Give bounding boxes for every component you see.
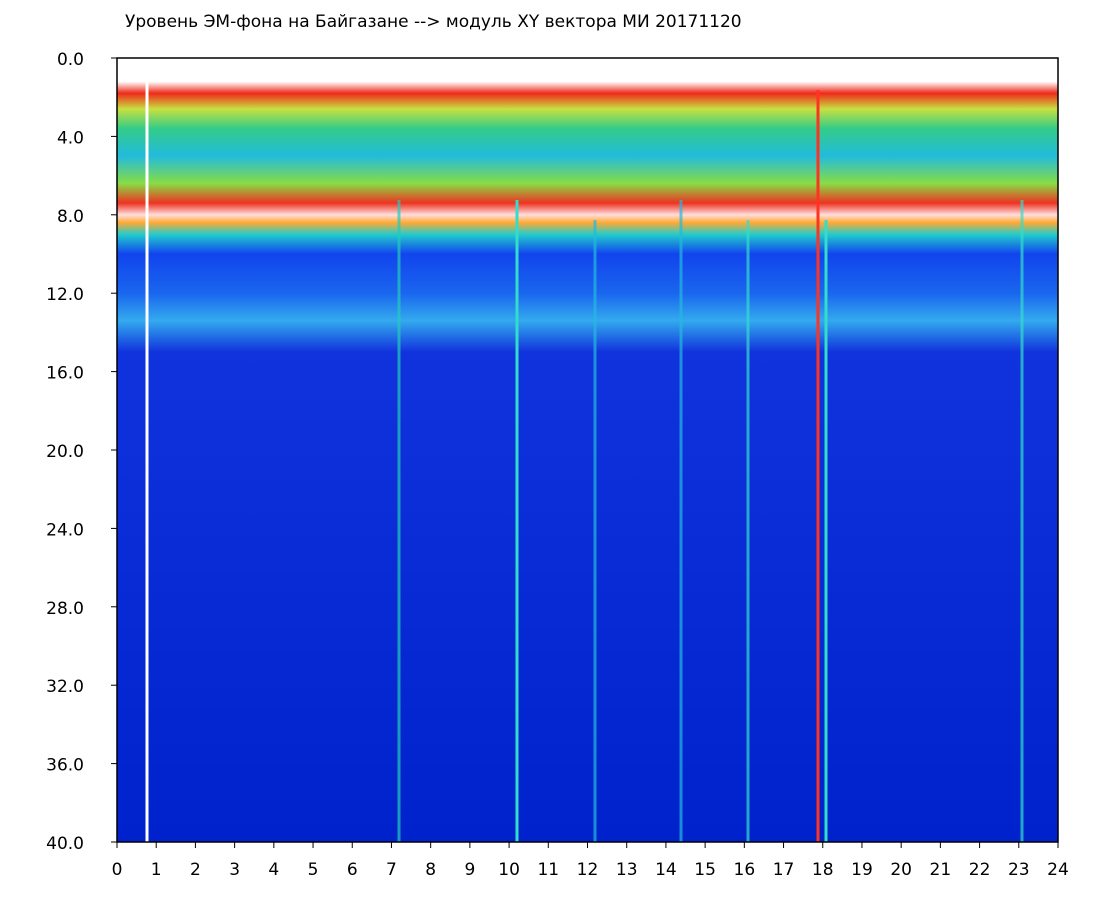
x-tick-label: 18 <box>812 860 834 880</box>
x-tick-label: 14 <box>655 860 677 880</box>
x-tick-label: 15 <box>694 860 716 880</box>
x-tick-label: 10 <box>498 860 520 880</box>
streaks <box>145 80 1024 842</box>
y-tick-label: 24.0 <box>46 520 84 540</box>
y-tick-label: 0.0 <box>57 50 84 70</box>
y-tick-label: 8.0 <box>57 207 84 227</box>
x-tick-label: 22 <box>969 860 991 880</box>
x-tick-label: 24 <box>1047 860 1069 880</box>
chart-title: Уровень ЭМ-фона на Байгазане --> модуль … <box>125 12 742 32</box>
x-tick-label: 11 <box>537 860 559 880</box>
x-tick-label: 13 <box>616 860 638 880</box>
y-tick-label: 16.0 <box>46 364 84 384</box>
y-tick-label: 36.0 <box>46 756 84 776</box>
y-tick-label: 4.0 <box>57 128 84 148</box>
x-tick-label: 19 <box>851 860 873 880</box>
spectrogram <box>117 58 1058 842</box>
x-tick-label: 8 <box>425 860 436 880</box>
x-tick-label: 23 <box>1008 860 1030 880</box>
x-tick-label: 4 <box>268 860 279 880</box>
x-tick-label: 21 <box>930 860 952 880</box>
y-tick-label: 20.0 <box>46 442 84 462</box>
x-tick-label: 0 <box>112 860 123 880</box>
x-tick-label: 9 <box>464 860 475 880</box>
x-tick-label: 17 <box>773 860 795 880</box>
y-tick-label: 28.0 <box>46 599 84 619</box>
y-tick-label: 32.0 <box>46 677 84 697</box>
y-tick-label: 40.0 <box>46 834 84 854</box>
x-tick-label: 3 <box>229 860 240 880</box>
x-tick-label: 6 <box>347 860 358 880</box>
x-tick-label: 12 <box>577 860 599 880</box>
x-tick-label: 1 <box>151 860 162 880</box>
x-tick-label: 16 <box>734 860 756 880</box>
x-tick-label: 20 <box>890 860 912 880</box>
x-tick-label: 5 <box>308 860 319 880</box>
x-tick-label: 7 <box>386 860 397 880</box>
x-tick-label: 2 <box>190 860 201 880</box>
y-tick-label: 12.0 <box>46 285 84 305</box>
